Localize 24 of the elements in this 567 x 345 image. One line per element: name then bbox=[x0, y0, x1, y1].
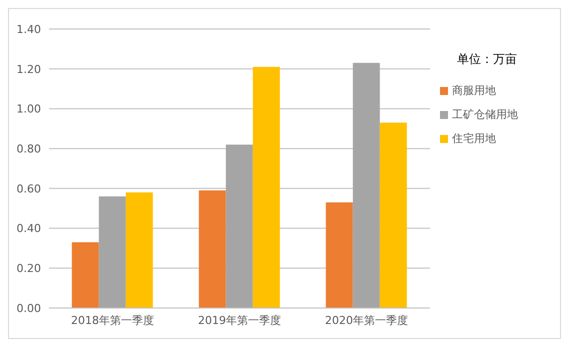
bar bbox=[352, 62, 380, 308]
y-tick-label: 0.00 bbox=[16, 302, 41, 315]
bar bbox=[252, 66, 280, 308]
bar bbox=[326, 202, 353, 308]
y-tick-label: 0.60 bbox=[16, 182, 41, 196]
legend-label: 工矿仓储用地 bbox=[452, 108, 518, 121]
legend-label: 商服用地 bbox=[452, 84, 496, 97]
x-tick-label: 2020年第一季度 bbox=[325, 314, 408, 327]
bar bbox=[198, 190, 226, 308]
y-tick-label: 1.00 bbox=[16, 102, 41, 116]
legend-label: 住宅用地 bbox=[452, 132, 496, 145]
y-tick-label: 1.40 bbox=[16, 22, 41, 36]
y-tick-label: 1.20 bbox=[16, 62, 41, 76]
bar bbox=[380, 122, 407, 308]
bar bbox=[98, 196, 126, 308]
x-tick-label: 2019年第一季度 bbox=[198, 314, 281, 327]
x-tick-label: 2018年第一季度 bbox=[71, 314, 154, 327]
bar bbox=[126, 192, 153, 308]
y-tick-label: 0.80 bbox=[16, 142, 41, 156]
y-tick-label: 0.40 bbox=[16, 222, 41, 236]
bar bbox=[72, 242, 99, 308]
legend-title: 单位：万亩 bbox=[457, 51, 517, 68]
bar bbox=[226, 144, 253, 308]
y-tick-label: 0.20 bbox=[16, 262, 41, 276]
